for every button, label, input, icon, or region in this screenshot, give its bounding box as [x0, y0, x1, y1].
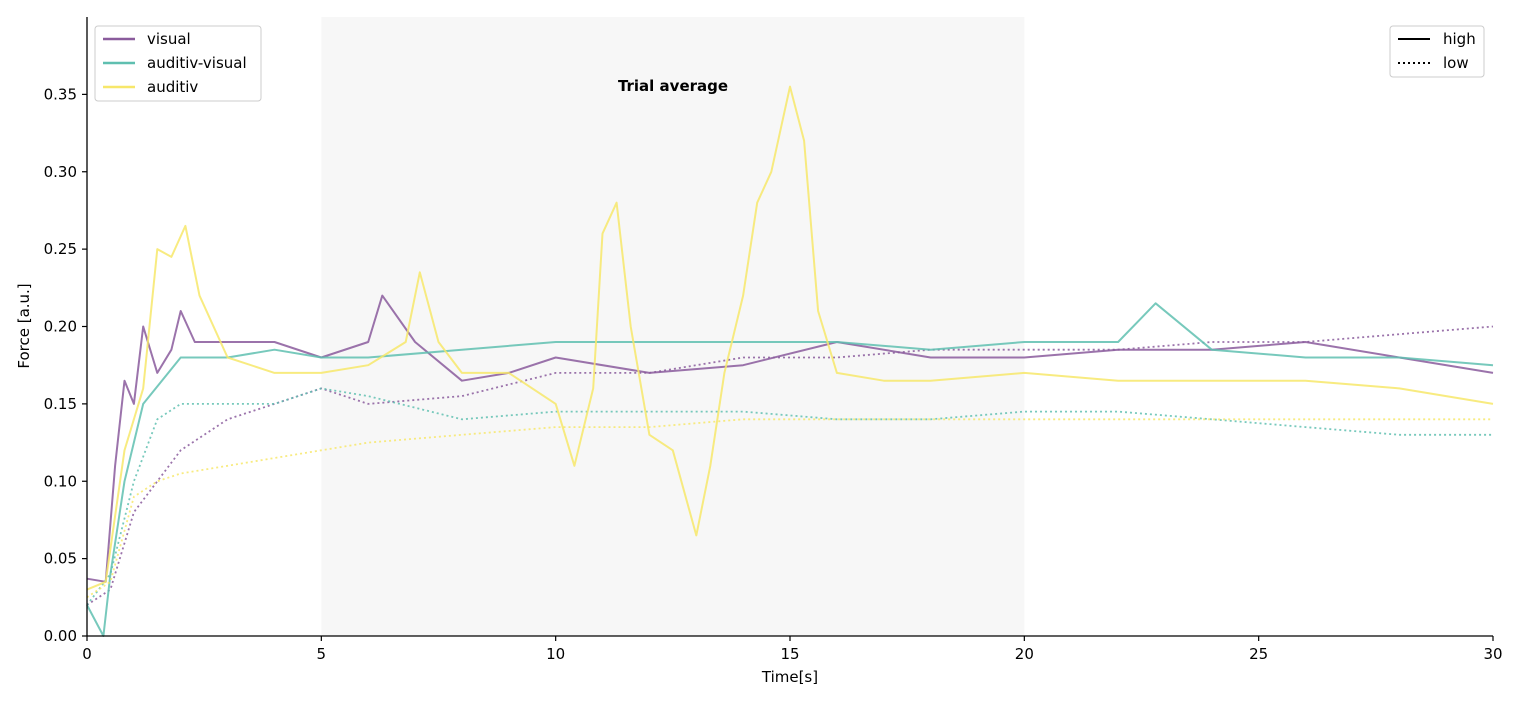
y-tick-label: 0.05	[44, 550, 77, 568]
x-tick-label: 0	[82, 645, 92, 663]
condition-legend-box	[94, 25, 262, 102]
y-tick-label: 0.30	[44, 163, 77, 181]
y-tick-label: 0.15	[44, 395, 77, 413]
x-tick-label: 15	[780, 645, 799, 663]
legend-label-high: high	[1443, 30, 1476, 48]
y-axis-label: Force [a.u.]	[15, 283, 33, 368]
condition-legend-items: visual auditiv-visual auditiv	[103, 30, 247, 96]
y-ticks: 0.00 0.05 0.10 0.15 0.20 0.25 0.30 0.35	[44, 85, 87, 645]
series-line-visual-low	[86, 325, 1494, 606]
shaded-region	[321, 17, 1025, 636]
series-line-auditiv-high	[86, 85, 1494, 591]
x-tick-label: 20	[1015, 645, 1034, 663]
y-tick-label: 0.20	[44, 318, 77, 336]
x-tick-label: 10	[546, 645, 565, 663]
y-tick-label: 0.00	[44, 627, 77, 645]
x-tick-label: 25	[1249, 645, 1268, 663]
legend-label-visual: visual	[147, 30, 191, 48]
series-line-auditiv-visual-low	[86, 387, 1493, 606]
x-tick-label: 5	[317, 645, 327, 663]
series-line-auditiv-visual-high	[86, 302, 1494, 637]
series-group	[86, 85, 1494, 637]
legend-label-auditiv: auditiv	[147, 78, 198, 96]
y-tick-label: 0.35	[44, 85, 77, 103]
x-axis-label: Time[s]	[761, 668, 818, 686]
series-line-visual-high	[86, 294, 1494, 583]
style-legend: high low	[1389, 25, 1485, 78]
legend-label-auditiv-visual: auditiv-visual	[147, 54, 247, 72]
legend-label-low: low	[1443, 54, 1469, 72]
y-tick-label: 0.10	[44, 472, 77, 490]
y-tick-label: 0.25	[44, 240, 77, 258]
condition-legend: visual auditiv-visual auditiv	[94, 25, 262, 102]
x-tick-label: 30	[1483, 645, 1502, 663]
x-ticks: 0 5 10 15 20 25 30	[82, 636, 1503, 663]
chart-title: Trial average	[618, 77, 728, 95]
style-legend-items: high low	[1398, 30, 1476, 72]
